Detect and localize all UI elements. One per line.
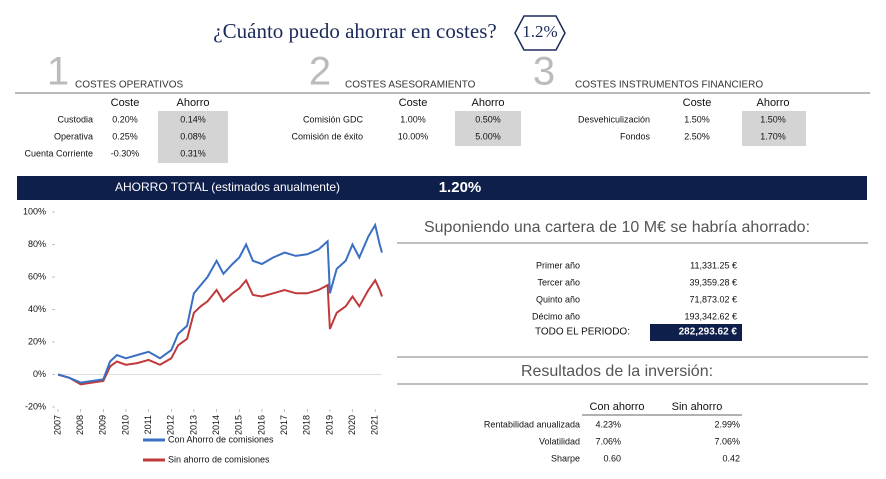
section-title: COSTES ASESORAMIENTO bbox=[345, 80, 476, 91]
x-tick-label: 2020 bbox=[347, 415, 357, 435]
cost: 1.50% bbox=[684, 114, 710, 124]
result-label: Volatilidad bbox=[539, 436, 580, 446]
cost: 1.00% bbox=[400, 114, 426, 124]
row-label: Operativa bbox=[54, 131, 93, 141]
series-line bbox=[57, 222, 383, 384]
row-label: Desvehiculización bbox=[578, 114, 650, 124]
x-tick-label: 2016 bbox=[256, 415, 266, 435]
section-title: COSTES INSTRUMENTOS FINANCIERO bbox=[575, 80, 763, 91]
x-tick-label: 2011 bbox=[143, 415, 153, 434]
x-tick-label: 2012 bbox=[166, 415, 176, 435]
column-header: Sin ahorro bbox=[672, 401, 723, 413]
banner bbox=[17, 176, 867, 200]
savings-value: 11,331.25 € bbox=[690, 260, 737, 270]
saving: 5.00% bbox=[475, 131, 501, 141]
ahorro-shade bbox=[158, 111, 228, 163]
column-header: Coste bbox=[683, 97, 712, 109]
cost: 10.00% bbox=[398, 131, 429, 141]
y-tick-label: -20% bbox=[25, 401, 46, 411]
series-line bbox=[57, 278, 383, 386]
column-header: Ahorro bbox=[176, 97, 209, 109]
y-tick-label: 0% bbox=[33, 369, 46, 379]
x-tick-label: 2008 bbox=[75, 415, 85, 435]
cost: 0.25% bbox=[112, 131, 138, 141]
section-number: 1 bbox=[47, 50, 69, 94]
section-title: COSTES OPERATIVOS bbox=[75, 80, 183, 91]
row-label: Cuenta Corriente bbox=[24, 148, 93, 158]
savings-value: 71,873.02 € bbox=[689, 294, 737, 304]
result-value: 7.06% bbox=[714, 436, 740, 446]
ahorro-shade bbox=[455, 111, 521, 146]
x-tick-label: 2009 bbox=[98, 415, 108, 435]
cost: 2.50% bbox=[684, 131, 710, 141]
page-title: ¿Cuánto puedo ahorrar en costes? bbox=[213, 19, 496, 43]
ahorro-shade bbox=[742, 111, 806, 146]
total-value: 282,293.62 € bbox=[679, 327, 738, 338]
section-number: 3 bbox=[533, 50, 555, 94]
cost: 0.20% bbox=[112, 114, 138, 124]
result-value: 0.42 bbox=[722, 453, 740, 463]
y-tick-label: 20% bbox=[28, 336, 46, 346]
column-header: Ahorro bbox=[756, 97, 789, 109]
x-tick-label: 2021 bbox=[370, 415, 380, 435]
y-tick-label: 60% bbox=[28, 271, 46, 281]
x-tick-label: 2015 bbox=[234, 415, 244, 435]
column-header: Coste bbox=[399, 97, 428, 109]
badge: 1.2% bbox=[522, 22, 557, 41]
x-tick-label: 2014 bbox=[211, 415, 221, 435]
y-tick-label: 100% bbox=[23, 206, 46, 216]
x-tick-label: 2018 bbox=[302, 415, 312, 435]
badge-frame bbox=[514, 15, 566, 51]
savings-value: 193,342.62 € bbox=[684, 311, 737, 321]
banner-value: 1.20% bbox=[439, 179, 482, 196]
section-number: 2 bbox=[309, 50, 331, 94]
y-tick-label: 80% bbox=[28, 239, 46, 249]
savings-value: 39,359.28 € bbox=[689, 277, 737, 287]
result-label: Sharpe bbox=[551, 453, 580, 463]
x-tick-label: 2017 bbox=[279, 415, 289, 435]
saving: 0.08% bbox=[180, 131, 206, 141]
x-tick-label: 2010 bbox=[120, 415, 130, 435]
column-header: Con ahorro bbox=[589, 401, 644, 413]
row-label: Custodia bbox=[57, 114, 93, 124]
total-label: TODO EL PERIODO: bbox=[535, 327, 630, 338]
saving: 0.14% bbox=[180, 114, 206, 124]
row-label: Comisión de éxito bbox=[291, 131, 363, 141]
saving: 0.50% bbox=[475, 114, 501, 124]
saving: 1.50% bbox=[760, 114, 786, 124]
legend-label: Con Ahorro de comisiones bbox=[168, 434, 274, 444]
cost: -0.30% bbox=[111, 148, 140, 158]
result-label: Rentabilidad anualizada bbox=[484, 419, 580, 429]
x-tick-label: 2013 bbox=[188, 415, 198, 435]
row-label: Fondos bbox=[620, 131, 651, 141]
result-value: 2.99% bbox=[714, 419, 740, 429]
savings-title: Suponiendo una cartera de 10 M€ se habrí… bbox=[424, 219, 810, 236]
savings-label: Tercer año bbox=[537, 277, 580, 287]
y-tick-label: 40% bbox=[28, 304, 46, 314]
banner-label: AHORRO TOTAL (estimados anualmente) bbox=[115, 180, 340, 194]
saving: 1.70% bbox=[760, 131, 786, 141]
result-value: 4.23% bbox=[595, 419, 621, 429]
result-value: 0.60 bbox=[603, 453, 621, 463]
legend-label: Sin ahorro de comisiones bbox=[168, 454, 270, 464]
x-tick-label: 2019 bbox=[324, 415, 334, 435]
x-tick-label: 2007 bbox=[52, 415, 62, 435]
total-box bbox=[650, 324, 742, 341]
saving: 0.31% bbox=[180, 148, 206, 158]
results-title: Resultados de la inversión: bbox=[521, 363, 713, 380]
savings-label: Primer año bbox=[536, 260, 580, 270]
savings-label: Quinto año bbox=[536, 294, 580, 304]
result-value: 7.06% bbox=[595, 436, 621, 446]
column-header: Ahorro bbox=[471, 97, 504, 109]
savings-label: Décimo año bbox=[532, 311, 580, 321]
column-header: Coste bbox=[111, 97, 140, 109]
row-label: Comisión GDC bbox=[303, 114, 364, 124]
